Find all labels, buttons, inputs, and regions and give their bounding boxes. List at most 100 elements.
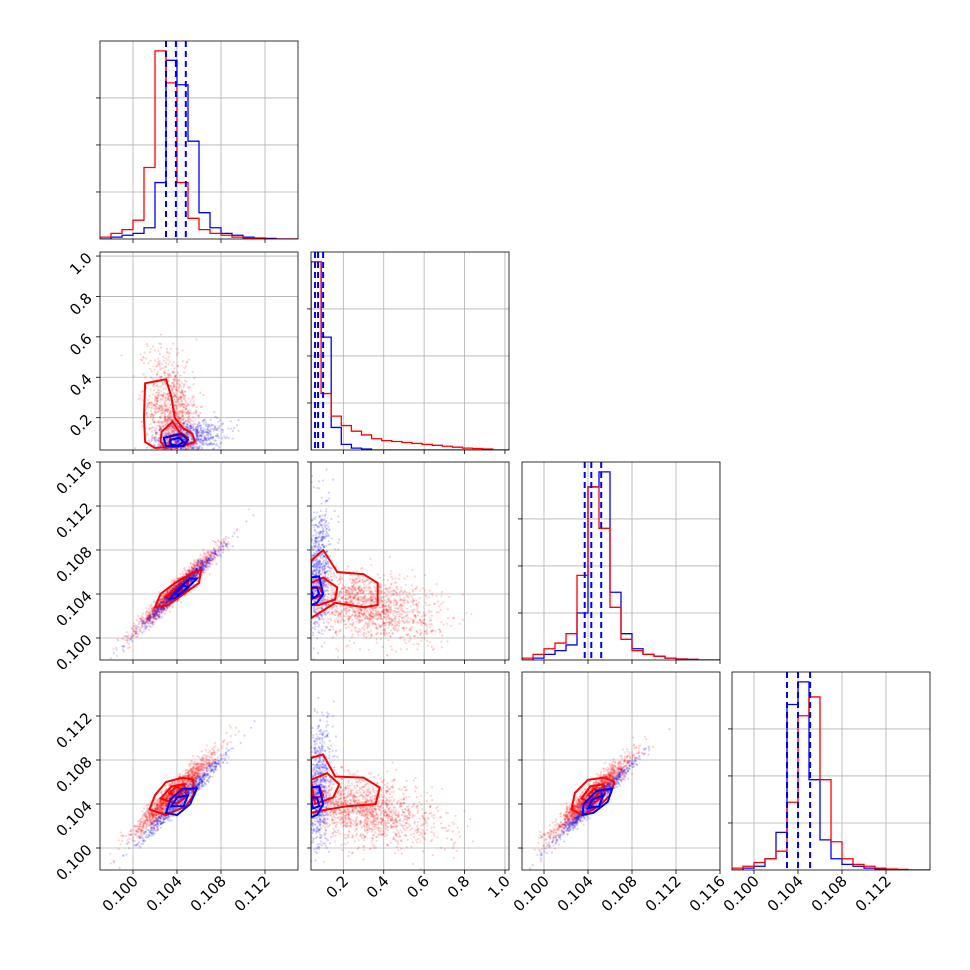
scatter-point bbox=[176, 351, 179, 355]
scatter-point bbox=[134, 632, 137, 635]
scatter-point bbox=[157, 456, 159, 458]
scatter-point bbox=[423, 618, 426, 622]
scatter-point bbox=[151, 622, 154, 625]
scatter-point bbox=[169, 599, 172, 602]
scatter-point bbox=[163, 602, 166, 605]
scatter-point bbox=[162, 393, 165, 396]
scatter-point bbox=[147, 618, 150, 622]
scatter-point bbox=[182, 454, 184, 456]
scatter-point bbox=[161, 602, 164, 605]
scatter-point bbox=[154, 431, 158, 434]
scatter-point bbox=[200, 431, 204, 434]
scatter-point bbox=[217, 427, 221, 430]
scatter-point bbox=[161, 600, 165, 603]
scatter-point bbox=[221, 551, 225, 554]
scatter-point bbox=[150, 615, 153, 619]
scatter-point bbox=[172, 454, 174, 456]
scatter-point bbox=[170, 493, 172, 495]
scatter-point bbox=[194, 412, 198, 415]
scatter-point bbox=[181, 579, 185, 582]
scatter-point bbox=[158, 429, 161, 432]
scatter-point bbox=[213, 552, 216, 556]
scatter-point bbox=[158, 457, 160, 459]
scatter-point bbox=[435, 594, 438, 598]
scatter-point bbox=[197, 430, 200, 434]
scatter-point bbox=[180, 418, 183, 421]
scatter-point bbox=[204, 565, 208, 569]
scatter-point bbox=[158, 613, 161, 617]
scatter-point bbox=[123, 638, 126, 641]
scatter-point bbox=[211, 447, 215, 450]
scatter-point bbox=[152, 455, 154, 457]
scatter-point bbox=[211, 552, 214, 556]
scatter-point bbox=[126, 641, 129, 644]
scatter-point bbox=[188, 466, 190, 468]
scatter-point bbox=[183, 438, 186, 441]
scatter-point bbox=[206, 558, 209, 561]
scatter-point bbox=[216, 434, 219, 438]
scatter-point bbox=[156, 613, 160, 616]
scatter-point bbox=[202, 571, 205, 574]
scatter-point bbox=[163, 612, 166, 615]
scatter-point bbox=[156, 400, 159, 403]
scatter-point bbox=[173, 463, 175, 465]
scatter-point bbox=[196, 558, 199, 562]
scatter-point bbox=[167, 599, 171, 603]
scatter-point bbox=[202, 569, 206, 572]
scatter-point bbox=[166, 408, 170, 411]
scatter-point bbox=[173, 384, 176, 388]
scatter-point bbox=[197, 488, 199, 490]
scatter-point bbox=[153, 613, 156, 616]
scatter-point bbox=[194, 409, 198, 412]
scatter-point bbox=[182, 579, 185, 582]
scatter-point bbox=[181, 570, 184, 573]
scatter-point bbox=[378, 600, 381, 603]
scatter-point bbox=[218, 547, 221, 550]
scatter-point bbox=[353, 601, 356, 604]
scatter-point bbox=[141, 616, 144, 619]
scatter-point bbox=[171, 451, 173, 453]
scatter-point bbox=[159, 408, 162, 411]
scatter-point bbox=[200, 405, 203, 408]
scatter-point bbox=[160, 405, 163, 408]
scatter-point bbox=[166, 466, 168, 468]
scatter-point bbox=[161, 598, 164, 601]
scatter-point bbox=[375, 623, 378, 627]
scatter-point bbox=[189, 444, 192, 447]
scatter-point bbox=[306, 617, 308, 619]
scatter-point bbox=[186, 496, 188, 498]
scatter-point bbox=[439, 608, 442, 611]
scatter-point bbox=[390, 570, 393, 573]
scatter-point bbox=[217, 436, 221, 440]
scatter-point bbox=[199, 438, 202, 441]
scatter-point bbox=[169, 589, 172, 592]
scatter-point bbox=[395, 591, 399, 595]
scatter-point bbox=[196, 431, 199, 434]
scatter-point bbox=[226, 545, 229, 548]
scatter-point bbox=[146, 403, 149, 406]
scatter-point bbox=[201, 561, 204, 564]
scatter-point bbox=[169, 459, 171, 461]
scatter-point bbox=[175, 422, 178, 426]
scatter-point bbox=[157, 615, 160, 618]
scatter-point bbox=[176, 347, 179, 350]
scatter-point bbox=[161, 404, 164, 408]
scatter-point bbox=[195, 439, 198, 442]
scatter-point bbox=[185, 431, 188, 434]
scatter-point bbox=[157, 442, 160, 445]
scatter-point bbox=[208, 551, 211, 554]
scatter-point bbox=[130, 626, 133, 629]
scatter-point bbox=[178, 576, 181, 580]
scatter-point bbox=[182, 395, 185, 398]
scatter-point bbox=[190, 437, 193, 440]
scatter-point bbox=[177, 424, 180, 427]
scatter-point bbox=[249, 582, 251, 584]
scatter-point bbox=[165, 433, 168, 437]
scatter-point bbox=[166, 598, 169, 601]
scatter-point bbox=[173, 393, 176, 396]
scatter-point bbox=[150, 430, 154, 433]
scatter-point bbox=[177, 413, 181, 416]
scatter-point bbox=[171, 451, 173, 453]
scatter-point bbox=[151, 613, 154, 616]
scatter-point bbox=[177, 425, 180, 428]
